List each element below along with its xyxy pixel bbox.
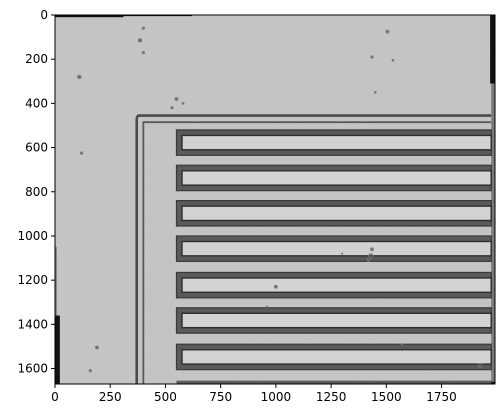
x-tick-label: 250: [99, 390, 122, 404]
comb-finger-inner: [181, 349, 492, 365]
comb-finger-inner: [181, 205, 492, 222]
debris-speck: [79, 151, 84, 155]
y-tick-label: 600: [25, 141, 48, 155]
x-axis: 0 250 500 750 1000 1250 1500 1750: [51, 384, 457, 404]
comb-finger-inner: [181, 312, 492, 329]
debris-speck: [341, 252, 344, 255]
axes-frame: [54, 14, 496, 385]
debris-speck: [141, 50, 146, 55]
y-tick-label: 400: [25, 96, 48, 110]
x-tick-label: 1500: [371, 390, 402, 404]
top-edge-dark: [123, 15, 192, 17]
microscope-image: [55, 15, 495, 384]
right-edge-dark: [490, 15, 495, 84]
y-tick-label: 1000: [17, 229, 48, 243]
debris-speck: [77, 74, 82, 80]
debris-speck: [170, 106, 174, 110]
comb-finger: [176, 380, 492, 384]
debris-speck: [368, 253, 374, 259]
debris-speck: [477, 362, 483, 368]
debris-speck: [385, 29, 390, 34]
comb-inner-edge: [142, 121, 492, 384]
x-tick-label: 0: [51, 390, 59, 404]
y-tick-label: 1400: [17, 317, 48, 331]
x-tick-label: 1000: [261, 390, 292, 404]
x-tick-label: 1750: [426, 390, 457, 404]
debris-speck: [370, 55, 374, 59]
y-axis: 0 200 400 600 800 1000 1200 1400 1600: [17, 8, 55, 376]
debris-speck: [400, 343, 403, 346]
debris-speck: [369, 247, 374, 252]
debris-speck: [88, 369, 93, 373]
comb-finger-inner: [181, 240, 492, 257]
debris-speck: [141, 26, 146, 30]
x-tick-label: 750: [209, 390, 232, 404]
y-tick-label: 1600: [17, 362, 48, 376]
debris-speck: [391, 58, 395, 62]
comb-finger-inner: [181, 170, 492, 186]
debris-speck: [265, 305, 269, 308]
y-tick-label: 0: [40, 8, 48, 22]
debris-speck: [137, 38, 143, 43]
right-edge-gray: [491, 83, 495, 384]
comb-finger-inner: [181, 134, 492, 151]
y-tick-label: 1200: [17, 273, 48, 287]
x-tick-label: 500: [154, 390, 177, 404]
x-tick-label: 1250: [316, 390, 347, 404]
debris-speck: [366, 258, 371, 262]
left-edge-gray: [55, 247, 57, 316]
debris-speck: [273, 284, 278, 289]
comb-finger-inner: [181, 277, 492, 294]
debris-speck: [94, 345, 99, 350]
debris-speck: [373, 90, 377, 94]
comb-outer-edge: [135, 114, 492, 384]
top-edge-dark: [55, 15, 124, 18]
debris-speck: [181, 101, 185, 105]
left-edge-dark: [55, 315, 60, 384]
y-tick-label: 800: [25, 185, 48, 199]
debris-speck: [174, 96, 179, 101]
y-tick-label: 200: [25, 52, 48, 66]
